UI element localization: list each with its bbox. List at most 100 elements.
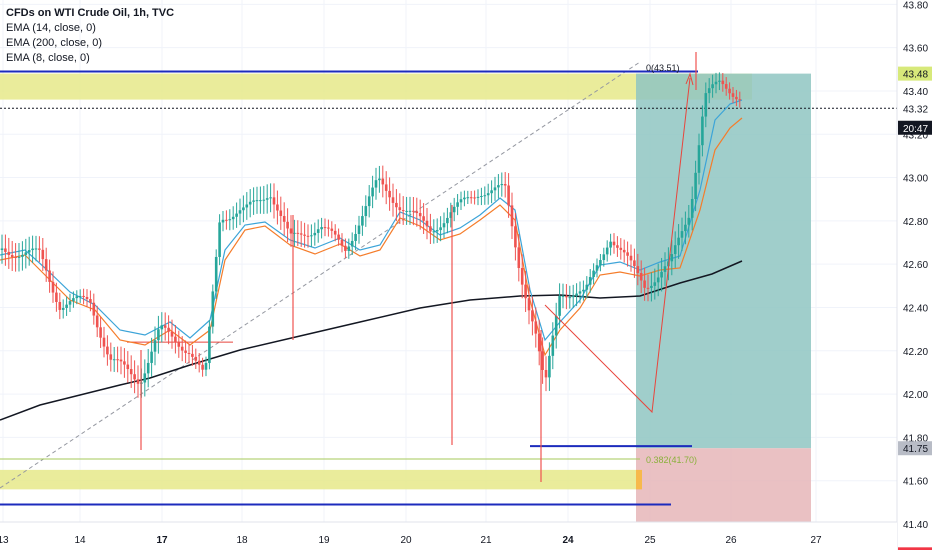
candle-body — [612, 241, 616, 246]
candle-body — [534, 321, 538, 334]
candle-body — [527, 298, 531, 311]
candle — [446, 207, 449, 234]
candle — [422, 203, 425, 234]
candle — [582, 280, 585, 301]
candle — [347, 238, 351, 259]
candle — [670, 240, 674, 276]
candle — [364, 195, 368, 227]
candle-body — [160, 325, 164, 330]
y-tick-label: 42.40 — [903, 303, 928, 314]
candle-body — [248, 201, 252, 205]
candle — [690, 186, 694, 231]
candle — [738, 91, 742, 108]
candle-body — [724, 84, 728, 89]
candle-body — [75, 296, 79, 299]
candle — [398, 193, 402, 225]
candle — [520, 254, 524, 299]
candle-body — [551, 335, 555, 356]
candle-body — [493, 187, 497, 191]
candle — [95, 305, 99, 338]
candle — [109, 342, 113, 372]
candle — [626, 241, 629, 267]
candle — [609, 233, 612, 256]
candle — [72, 291, 75, 308]
candle-body — [537, 333, 541, 352]
candle-body — [558, 295, 561, 316]
candle — [585, 276, 589, 299]
demand-zone-edge — [636, 469, 642, 490]
x-tick-label: 27 — [810, 535, 822, 546]
candle-body — [228, 219, 232, 221]
candle — [507, 173, 510, 218]
candle — [639, 260, 643, 294]
candle — [153, 326, 157, 366]
candle — [327, 219, 330, 237]
price-label-bg — [898, 66, 932, 81]
candle-body — [82, 295, 85, 297]
candle-body — [595, 265, 599, 271]
candle — [735, 89, 738, 107]
candle-body — [177, 341, 181, 347]
candle — [395, 189, 398, 222]
candle — [102, 326, 106, 358]
candle-body — [136, 379, 140, 384]
candle — [578, 281, 582, 304]
x-tick-label: 18 — [236, 535, 248, 546]
candle — [191, 344, 194, 366]
candle-body — [102, 337, 106, 347]
candle-body — [38, 248, 41, 250]
candle-body — [201, 364, 204, 370]
candle-body — [721, 80, 725, 85]
candle-body — [483, 195, 487, 197]
candle — [65, 296, 68, 316]
candle-body — [690, 198, 694, 218]
y-tick-label: 43.80 — [903, 0, 928, 11]
candle-body — [95, 315, 99, 328]
candle-body — [167, 327, 170, 332]
candle — [554, 302, 558, 349]
candle — [531, 296, 534, 336]
candle-body — [129, 369, 133, 375]
candle-body — [347, 246, 351, 251]
candle-body — [497, 185, 500, 188]
candle-body — [72, 298, 75, 302]
candle — [490, 180, 493, 204]
candle — [442, 212, 446, 238]
candle — [697, 133, 701, 185]
candle — [133, 360, 136, 394]
candle — [170, 319, 174, 349]
candle — [633, 248, 636, 278]
candle-body — [61, 307, 65, 310]
candle-body — [609, 241, 612, 248]
candle — [541, 337, 544, 384]
candle — [21, 241, 24, 271]
projection-arrowhead — [685, 72, 694, 86]
candle-body — [490, 190, 493, 194]
candle-body — [568, 297, 572, 299]
candle — [361, 205, 364, 236]
candle-body — [259, 200, 262, 202]
candle-body — [320, 227, 323, 230]
y-tick-label: 42.60 — [903, 260, 928, 271]
candle-body — [245, 204, 249, 208]
candle — [112, 346, 116, 372]
candle-body — [401, 210, 405, 212]
candle-body — [17, 256, 21, 258]
candle-body — [432, 231, 436, 233]
candle — [252, 187, 255, 215]
candle — [245, 192, 249, 220]
candle — [272, 183, 276, 219]
price-label: 43.48 — [898, 66, 932, 81]
candle-body — [269, 197, 272, 199]
price-label-text: 41.75 — [903, 444, 928, 455]
price-label: 41.75 — [898, 441, 932, 456]
candle — [262, 185, 266, 214]
candle — [296, 220, 300, 247]
candle — [412, 197, 415, 226]
candle-body — [381, 178, 385, 185]
candle — [500, 172, 504, 197]
candle — [565, 284, 568, 310]
candle-body — [507, 185, 510, 206]
candle — [313, 222, 317, 246]
